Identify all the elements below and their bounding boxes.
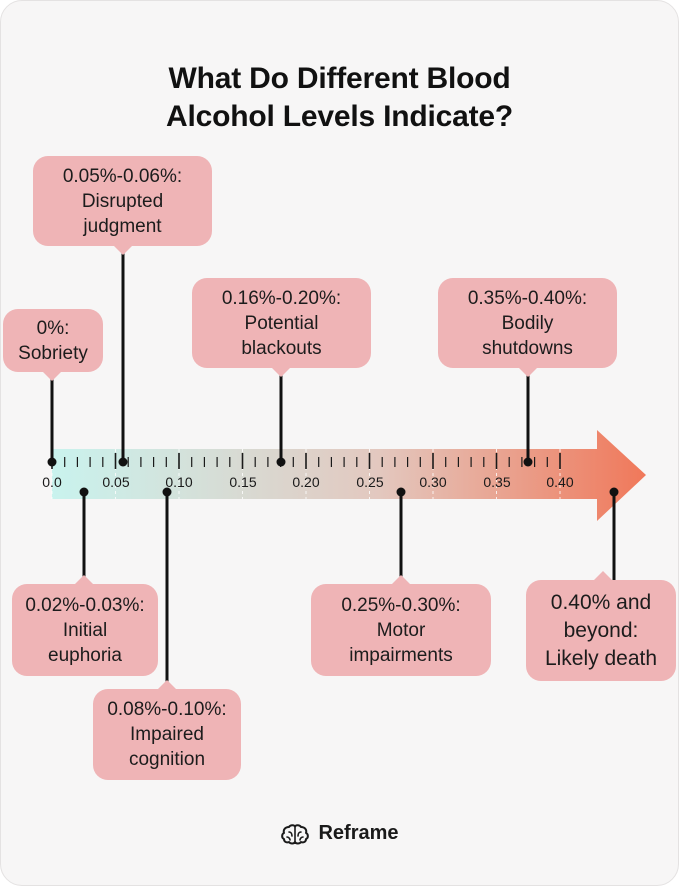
marker-dot-death <box>609 487 619 497</box>
callout-range: 0.25%-0.30%: <box>341 594 461 616</box>
pointer-blackouts <box>270 366 292 377</box>
brand-name: Reframe <box>318 822 399 844</box>
tick-label: 0.30 <box>419 474 446 490</box>
brain-icon <box>281 823 310 844</box>
pointer-shutdown <box>517 366 539 377</box>
marker-dot-blackouts <box>276 457 286 467</box>
tick-label: 0.0 <box>42 474 62 490</box>
marker-dot-motor <box>396 487 406 497</box>
marker-dot-shutdown <box>523 457 533 467</box>
pointer-judgment <box>112 244 134 255</box>
callout-label: impairments <box>349 644 453 666</box>
marker-dot-euphoria <box>79 487 89 497</box>
footer-brand: Reframe <box>0 822 679 845</box>
callout-label: cognition <box>128 749 206 770</box>
callout-label: Potential <box>244 312 319 334</box>
callout-label: Bodily <box>501 312 554 334</box>
callout-sobriety: 0%: Sobriety <box>3 309 103 372</box>
tick-label: 0.25 <box>356 474 383 490</box>
callout-blackouts: 0.16%-0.20%: Potential blackouts <box>192 278 371 368</box>
callout-label: judgment <box>83 215 162 237</box>
callout-range: 0.16%-0.20%: <box>221 287 342 309</box>
title-line-2: Alcohol Levels Indicate? <box>166 100 513 134</box>
tick-label: 0.35 <box>483 474 510 490</box>
tick-label: 0.40 <box>546 474 573 490</box>
callout-range: 0.08%-0.10%: <box>107 699 227 720</box>
title-line-1: What Do Different Blood <box>168 62 511 96</box>
pointer-sobriety <box>41 370 63 381</box>
callout-range: 0%: <box>36 317 70 339</box>
callout-range: 0.40% and <box>550 590 652 614</box>
callout-connectors <box>47 246 619 688</box>
callout-label: Motor <box>376 619 426 641</box>
callout-range: 0.35%-0.40%: <box>467 287 588 309</box>
callout-label: Likely death <box>544 646 658 670</box>
timeline-arrow <box>52 430 646 521</box>
tick-label: 0.10 <box>165 474 192 490</box>
callout-label: Initial <box>62 619 108 641</box>
callout-shutdown: 0.35%-0.40%: Bodily shutdowns <box>438 278 617 368</box>
page-title: What Do Different Blood Alcohol Levels I… <box>0 60 679 136</box>
pointer-motor <box>390 575 412 586</box>
callout-range: 0.02%-0.03%: <box>25 594 145 616</box>
pointer-cognition <box>156 680 178 691</box>
callout-cognition: 0.08%-0.10%: Impaired cognition <box>93 689 241 780</box>
axis-tick-labels: 0.0 0.05 0.10 0.15 0.20 0.25 0.30 0.35 0… <box>42 474 574 490</box>
callout-death: 0.40% and beyond: Likely death <box>526 580 676 681</box>
tick-label: 0.20 <box>292 474 319 490</box>
callout-pointers <box>41 244 614 691</box>
callout-label: Sobriety <box>18 342 88 364</box>
tick-label: 0.05 <box>102 474 129 490</box>
callout-label: Impaired <box>130 724 204 745</box>
callout-label: blackouts <box>241 337 322 359</box>
pointer-euphoria <box>73 575 95 586</box>
marker-dot-judgment <box>118 457 128 467</box>
callout-euphoria: 0.02%-0.03%: Initial euphoria <box>12 584 158 676</box>
callout-label: euphoria <box>48 644 122 666</box>
callout-range: beyond: <box>563 618 639 642</box>
marker-dot-sobriety <box>47 457 57 467</box>
callout-label: shutdowns <box>482 337 573 359</box>
tick-label: 0.15 <box>229 474 256 490</box>
callout-range: 0.05%-0.06%: <box>62 165 183 187</box>
callout-motor: 0.25%-0.30%: Motor impairments <box>311 584 491 676</box>
callout-judgment: 0.05%-0.06%: Disrupted judgment <box>33 156 212 246</box>
pointer-death <box>592 571 614 582</box>
marker-dot-cognition <box>162 487 172 497</box>
callout-label: Disrupted <box>81 190 164 212</box>
